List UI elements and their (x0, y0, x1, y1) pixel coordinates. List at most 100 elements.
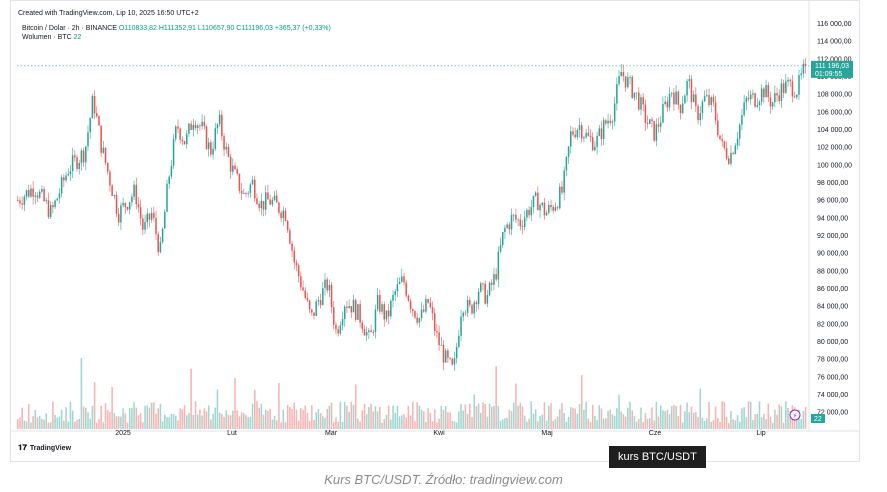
candle-body (771, 102, 774, 107)
volume-label: Wolumen · BTC (22, 34, 72, 41)
volume-bar (229, 415, 232, 429)
volume-bar (91, 406, 94, 429)
volume-bar (177, 420, 179, 429)
candle-body (655, 124, 658, 141)
y-tick-label: 112 000,00 (817, 56, 852, 63)
volume-bar (497, 405, 500, 429)
volume-bar (484, 403, 486, 429)
volume-bar (600, 408, 603, 429)
volume-bar (760, 417, 763, 429)
volume-bar (148, 407, 151, 429)
volume-bar (539, 416, 541, 429)
candle-body (471, 304, 473, 314)
candle-body (194, 124, 197, 129)
candle-body (245, 192, 247, 194)
volume-bar (537, 421, 539, 429)
candle-body (385, 310, 388, 320)
candle-body (30, 188, 32, 197)
candle-body (157, 234, 159, 253)
volume-bar (190, 368, 192, 429)
volume-bar (673, 404, 675, 429)
volume-bar (194, 401, 197, 429)
volume-bar (144, 405, 146, 429)
volume-bar (515, 383, 517, 429)
volume-bar (438, 418, 440, 429)
volume-bar (172, 413, 175, 429)
volume-bar (780, 406, 783, 429)
volume-bar (238, 416, 241, 429)
volume-bar (471, 417, 473, 429)
volume-bar (561, 403, 563, 429)
candle-body (229, 156, 232, 172)
candle-body (635, 92, 638, 94)
candle-body (756, 105, 759, 107)
volume-bar (583, 409, 585, 429)
candle-body (142, 218, 144, 230)
volume-bar (17, 418, 19, 429)
candle-body (69, 171, 72, 175)
volume-bar (104, 402, 107, 429)
candle-body (179, 128, 181, 140)
volume-bar (247, 417, 249, 429)
volume-bar (146, 405, 149, 429)
volume-bar (196, 414, 199, 429)
candle-body (438, 332, 440, 346)
candle-body (383, 304, 386, 320)
candle-body (800, 73, 802, 76)
volume-bar (25, 421, 28, 429)
candle-body (166, 183, 168, 212)
candle-body (436, 331, 438, 333)
volume-bar (499, 420, 502, 429)
candle-body (41, 189, 43, 192)
volume-bar (460, 403, 462, 429)
candle-body (640, 97, 642, 110)
candle-body (736, 138, 739, 146)
candle-body (302, 287, 304, 291)
volume-bar (675, 406, 677, 429)
candle-body (247, 192, 249, 194)
volume-bar (631, 410, 633, 429)
volume-badge-value: 22 (814, 416, 822, 423)
volume-bar (802, 411, 805, 429)
candle-body (734, 145, 737, 155)
volume-bar (381, 422, 383, 429)
candle-body (442, 344, 445, 363)
volume-bar (556, 416, 559, 429)
candle-body (102, 147, 105, 153)
candle-body (181, 139, 184, 142)
volume-bar (611, 414, 614, 429)
candle-body (745, 97, 748, 103)
volume-bar (32, 416, 34, 429)
volume-bar (304, 405, 307, 429)
y-tick-label: 80 000,00 (817, 339, 848, 346)
candle-body (100, 125, 102, 153)
candle-body (427, 299, 429, 303)
volume-bar (115, 416, 118, 429)
candle-body (686, 81, 688, 96)
volume-bar (491, 406, 493, 429)
volume-bar (192, 414, 195, 429)
volume-bar (550, 403, 552, 429)
volume-bar (155, 413, 157, 429)
volume-bar (543, 402, 546, 429)
candle-body (264, 192, 267, 210)
volume-bar (319, 413, 322, 429)
candle-body (85, 146, 87, 163)
volume-bar (330, 402, 333, 429)
candle-body (161, 228, 164, 243)
candle-body (791, 81, 794, 97)
candle-body (394, 291, 396, 295)
candle-body (170, 165, 173, 177)
candle-body (164, 211, 166, 229)
candle-body (359, 304, 361, 323)
candle-body (646, 122, 649, 124)
volume-bar (106, 410, 109, 429)
candle-body (188, 123, 190, 134)
volume-bar (357, 418, 359, 429)
candle-body (747, 97, 750, 100)
volume-bar (657, 416, 660, 429)
candle-body (326, 279, 328, 291)
volume-bar (563, 412, 565, 429)
